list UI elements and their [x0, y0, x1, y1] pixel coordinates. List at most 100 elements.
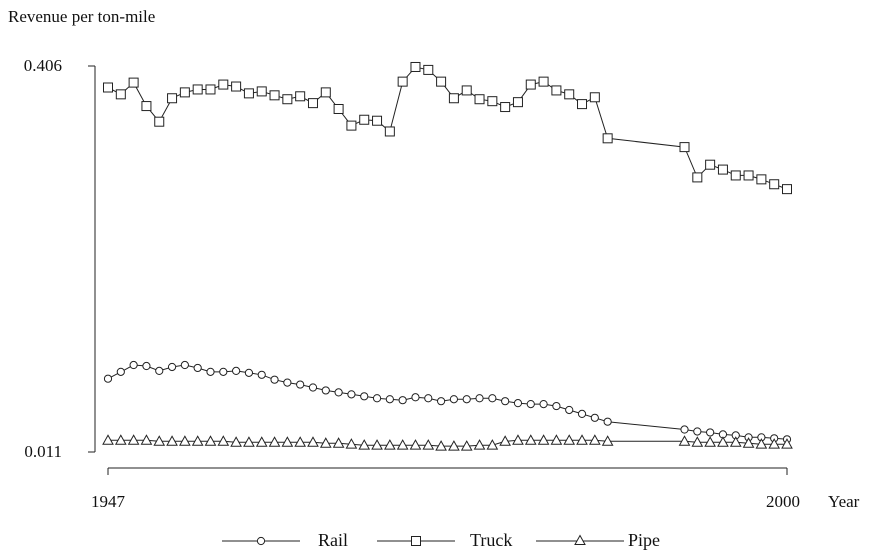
data-point-rail [577, 409, 587, 418]
triangle-marker-icon [574, 534, 586, 545]
data-point-rail [526, 400, 535, 409]
data-point-truck [295, 91, 306, 102]
data-point-truck [769, 179, 780, 190]
square-marker-icon [411, 536, 421, 546]
data-point-truck [320, 87, 331, 98]
data-point-truck [577, 99, 588, 110]
data-point-truck [205, 84, 216, 95]
data-point-rail [501, 397, 510, 406]
data-point-rail [462, 395, 471, 404]
data-point-pipe [473, 439, 486, 450]
data-point-truck [782, 184, 792, 195]
data-point-pipe [294, 436, 307, 447]
data-point-pipe [114, 434, 127, 445]
data-point-pipe [268, 436, 281, 447]
data-point-pipe [460, 440, 473, 451]
data-point-truck [179, 87, 190, 98]
data-point-rail [706, 428, 715, 437]
data-point-pipe [204, 435, 217, 446]
data-point-pipe [524, 434, 537, 445]
data-point-pipe [576, 434, 588, 445]
y-tick-0406: 0.406 [24, 56, 95, 75]
data-point-truck [282, 94, 293, 105]
data-point-rail [680, 425, 689, 434]
x-tick-label: 2000 [766, 492, 800, 511]
data-point-truck [474, 94, 485, 105]
data-point-truck [128, 77, 139, 88]
data-point-pipe [319, 437, 332, 448]
data-point-rail [398, 396, 407, 405]
data-point-rail [436, 397, 446, 406]
data-point-rail [424, 394, 433, 403]
data-point-pipe [191, 435, 204, 446]
data-point-pipe [691, 436, 704, 447]
data-point-truck [448, 93, 459, 104]
legend-label: Truck [470, 530, 512, 550]
data-point-pipe [601, 435, 614, 446]
data-point-pipe [678, 435, 691, 446]
data-point-pipe [563, 434, 576, 445]
data-point-truck [307, 98, 318, 109]
data-point-pipe [358, 439, 371, 450]
data-point-rail [360, 392, 369, 401]
data-point-truck [397, 76, 408, 87]
data-point-rail [488, 394, 497, 403]
data-point-rail [347, 390, 356, 399]
data-point-pipe [448, 440, 460, 451]
y-tick-0011: 0.011 [24, 442, 95, 461]
data-point-truck [103, 82, 113, 93]
data-point-rail [296, 380, 305, 389]
data-point-pipe [396, 439, 409, 450]
data-point-pipe [281, 436, 294, 447]
x-tick-1947: 1947 [91, 468, 126, 511]
legend-item-pipe: Pipe [536, 530, 660, 550]
x-axis-title: Year [828, 492, 860, 511]
x-tick-label: 1947 [91, 492, 126, 511]
data-point-truck [717, 164, 728, 175]
data-point-rail [116, 367, 125, 376]
data-point-truck [256, 86, 267, 97]
data-point-pipe [243, 436, 255, 447]
data-point-pipe [486, 439, 499, 450]
data-point-rail [219, 367, 228, 376]
data-point-truck [512, 97, 523, 108]
data-point-rail [603, 417, 612, 426]
data-point-rail [552, 401, 561, 411]
data-point-rail [411, 393, 420, 402]
data-point-rail [142, 361, 151, 371]
y-tick-label: 0.011 [24, 442, 62, 461]
data-point-rail [244, 368, 254, 377]
data-point-rail [334, 388, 343, 397]
series-pipe [102, 434, 793, 451]
data-point-pipe [755, 438, 768, 449]
data-point-pipe [140, 434, 153, 445]
data-point-pipe [307, 436, 319, 447]
y-tick-label: 0.406 [24, 56, 62, 75]
data-point-pipe [435, 440, 447, 451]
data-point-truck [423, 64, 434, 75]
legend: Rail Truck Pipe [222, 530, 660, 550]
data-point-pipe [383, 439, 396, 450]
data-point-rail [232, 366, 241, 375]
data-point-rail [270, 375, 279, 384]
data-point-pipe [409, 439, 422, 450]
data-point-rail [475, 394, 484, 403]
series-layer [102, 61, 793, 451]
series-rail [103, 360, 792, 444]
data-point-rail [180, 360, 189, 370]
data-point-pipe [217, 435, 230, 446]
data-point-pipe [704, 436, 716, 447]
data-point-truck [333, 103, 344, 114]
data-point-pipe [255, 436, 268, 447]
data-point-truck [167, 93, 178, 104]
data-point-rail [590, 413, 599, 422]
data-point-truck [538, 76, 549, 87]
legend-item-rail: Rail [222, 530, 348, 550]
data-point-truck [384, 126, 395, 137]
data-point-truck [115, 89, 126, 100]
data-point-pipe [166, 435, 178, 446]
data-point-rail [103, 374, 113, 383]
data-point-truck [602, 133, 613, 144]
data-point-truck [551, 85, 562, 96]
